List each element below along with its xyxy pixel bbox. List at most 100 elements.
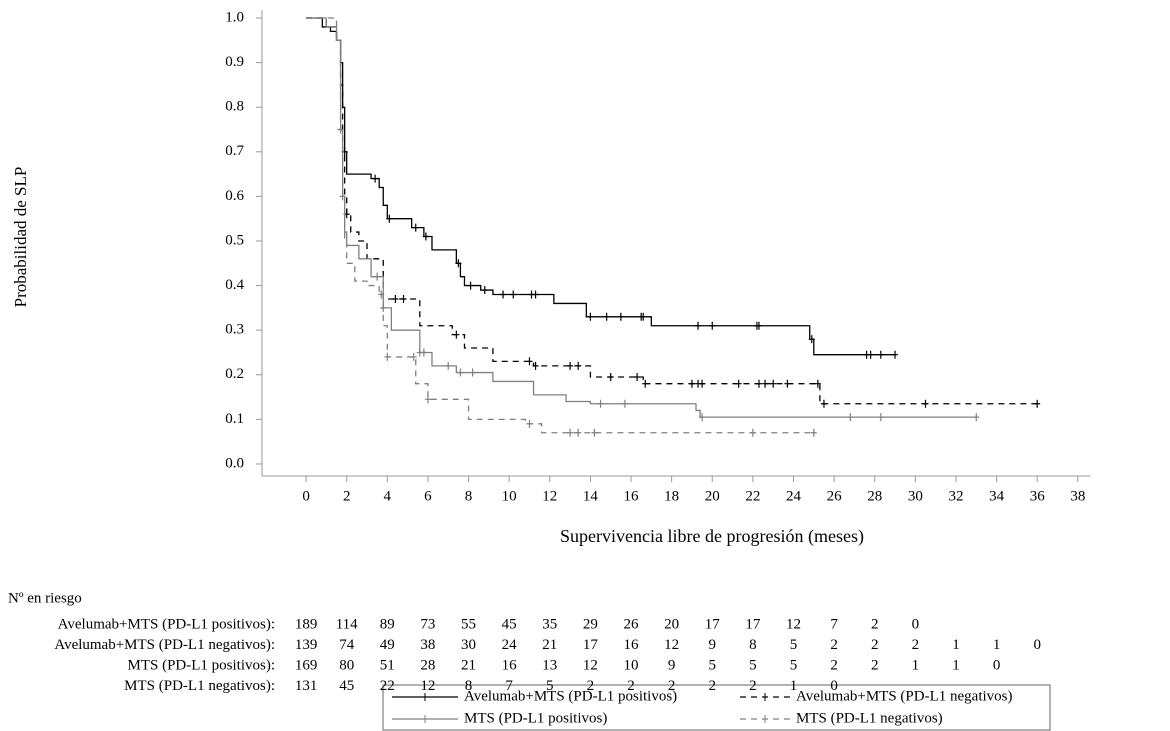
- risk-count: 2: [871, 657, 879, 673]
- censor-mark: [755, 321, 762, 330]
- risk-count: 17: [705, 616, 721, 632]
- censor-mark: [597, 399, 604, 408]
- censor-mark: [877, 350, 884, 359]
- censor-mark: [784, 379, 791, 388]
- censor-mark: [810, 428, 817, 437]
- censor-mark: [634, 373, 641, 382]
- legend-label: Avelumab+MTS (PD-L1 negativos): [796, 688, 1012, 704]
- risk-count: 20: [664, 616, 679, 632]
- risk-count: 17: [583, 637, 599, 653]
- x-tick-label: 22: [745, 488, 760, 504]
- censor-mark: [374, 272, 381, 281]
- censor-mark: [575, 361, 582, 370]
- censor-mark: [814, 379, 821, 388]
- risk-count: 12: [583, 657, 598, 673]
- legend-label: MTS (PD-L1 negativos): [796, 710, 943, 726]
- x-tick-label: 24: [786, 488, 802, 504]
- y-tick-label: 0.5: [225, 232, 244, 248]
- y-tick-label: 1.0: [225, 9, 244, 25]
- x-tick-label: 30: [908, 488, 923, 504]
- risk-count: 2: [587, 678, 595, 694]
- risk-count: 38: [420, 637, 435, 653]
- risk-count: 169: [295, 657, 318, 673]
- censor-mark: [567, 361, 574, 370]
- censor-mark: [640, 312, 647, 321]
- risk-count: 1: [912, 657, 920, 673]
- risk-count: 2: [668, 678, 676, 694]
- legend-box: [382, 684, 1051, 731]
- x-tick-label: 6: [424, 488, 432, 504]
- censor-mark: [808, 335, 815, 344]
- risk-count: 35: [542, 616, 557, 632]
- censor-mark: [384, 352, 391, 361]
- risk-count: 28: [420, 657, 435, 673]
- risk-count: 2: [627, 678, 635, 694]
- censor-mark: [709, 321, 716, 330]
- x-tick-label: 20: [705, 488, 720, 504]
- censor-mark: [420, 348, 427, 357]
- risk-count: 16: [624, 637, 640, 653]
- censor-mark: [532, 290, 539, 299]
- risk-count: 12: [664, 637, 679, 653]
- risk-count: 74: [339, 637, 355, 653]
- x-tick-label: 32: [948, 488, 963, 504]
- risk-count: 45: [502, 616, 517, 632]
- y-tick-label: 0.9: [225, 54, 244, 70]
- risk-row-label: Avelumab+MTS (PD-L1 positivos):: [58, 616, 275, 632]
- risk-count: 1: [952, 657, 960, 673]
- y-tick-label: 0.4: [225, 277, 244, 293]
- legend-censor: [422, 715, 428, 723]
- censor-mark: [445, 361, 452, 370]
- risk-count: 26: [624, 616, 640, 632]
- risk-count: 5: [790, 637, 798, 653]
- risk-count: 1: [952, 637, 960, 653]
- censor-mark: [453, 330, 460, 339]
- x-tick-label: 38: [1070, 488, 1085, 504]
- censor-mark: [575, 428, 582, 437]
- risk-count: 2: [871, 616, 879, 632]
- legend-censor: [422, 693, 428, 701]
- censor-mark: [392, 294, 399, 303]
- risk-count: 89: [380, 616, 395, 632]
- risk-count: 21: [542, 637, 557, 653]
- risk-count: 2: [912, 637, 920, 653]
- censor-mark: [481, 286, 488, 295]
- censor-mark: [422, 232, 429, 241]
- censor-mark: [567, 428, 574, 437]
- censor-mark: [591, 428, 598, 437]
- risk-count: 0: [912, 616, 920, 632]
- censor-mark: [455, 259, 462, 268]
- y-tick-label: 0.0: [225, 455, 244, 471]
- risk-count: 51: [380, 657, 395, 673]
- risk-table-title: Nº en riesgo: [8, 590, 82, 606]
- x-tick-label: 4: [384, 488, 392, 504]
- risk-count: 5: [546, 678, 554, 694]
- risk-count: 7: [830, 616, 838, 632]
- risk-row-label: MTS (PD-L1 negativos):: [124, 678, 275, 694]
- risk-count: 12: [420, 678, 435, 694]
- censor-mark: [457, 368, 464, 377]
- censor-mark: [877, 413, 884, 422]
- censor-mark: [922, 399, 929, 408]
- risk-count: 30: [461, 637, 476, 653]
- risk-count: 2: [749, 678, 757, 694]
- y-tick-label: 0.2: [225, 366, 244, 382]
- risk-count: 0: [993, 657, 1001, 673]
- x-tick-label: 0: [302, 488, 310, 504]
- risk-count: 2: [830, 637, 838, 653]
- censor-mark: [621, 399, 628, 408]
- risk-count: 2: [871, 637, 879, 653]
- censor-mark: [400, 294, 407, 303]
- legend-censor: [762, 715, 768, 723]
- x-tick-label: 36: [1030, 488, 1046, 504]
- censor-mark: [378, 290, 385, 299]
- risk-count: 45: [339, 678, 354, 694]
- censor-mark: [424, 395, 431, 404]
- x-tick-label: 2: [343, 488, 351, 504]
- censor-mark: [973, 413, 980, 422]
- censor-mark: [688, 379, 695, 388]
- censor-mark: [867, 350, 874, 359]
- censor-mark: [603, 312, 610, 321]
- x-tick-label: 26: [827, 488, 843, 504]
- x-tick-label: 28: [867, 488, 882, 504]
